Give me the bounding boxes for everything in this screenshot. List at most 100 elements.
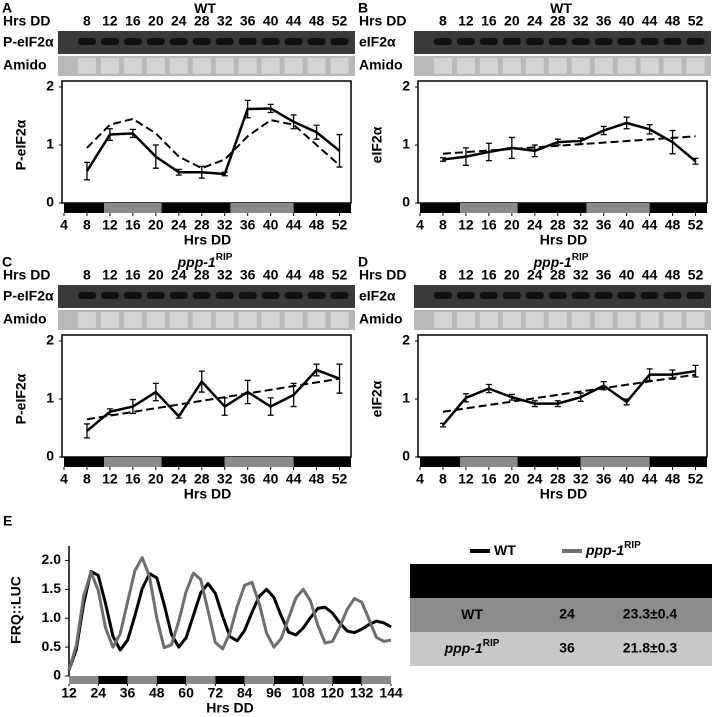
- x-tick-label: 44: [642, 217, 658, 233]
- blot-lane-label: 52: [332, 267, 348, 283]
- x-tick-label: 28: [550, 217, 566, 233]
- x-tick-label: 48: [309, 217, 325, 233]
- amido-band: [284, 58, 303, 74]
- day-bar-segment: [244, 676, 274, 684]
- blot-band: [77, 292, 96, 299]
- blot-band: [284, 38, 303, 45]
- blot-row-label: Amido: [359, 57, 403, 73]
- error-bar: [669, 129, 676, 155]
- day-bar-segment: [230, 203, 294, 213]
- error-bar: [508, 136, 515, 159]
- blot-band: [169, 292, 188, 299]
- blot-row-label: eIF2α: [359, 34, 396, 50]
- panel-letter: B: [358, 0, 368, 16]
- error-bar: [600, 380, 607, 391]
- blot-lane-label: 20: [504, 13, 520, 29]
- error-bar: [175, 168, 182, 176]
- table-row: [410, 632, 712, 666]
- error-bar: [508, 393, 515, 401]
- x-tick-label: 20: [148, 471, 164, 487]
- blot-lane-label: 12: [102, 267, 118, 283]
- blot-band: [571, 292, 590, 299]
- day-bar-segment: [104, 203, 162, 213]
- day-bar-segment: [580, 457, 650, 467]
- x-axis-label: Hrs DD: [206, 700, 253, 716]
- table-cell-main: ppp-1: [444, 640, 483, 656]
- blot-band: [146, 38, 165, 45]
- blot-lane-label: 12: [102, 13, 118, 29]
- error-bar: [462, 393, 469, 403]
- x-tick-label: 36: [120, 685, 136, 701]
- blot-lane-label: 16: [125, 13, 141, 29]
- amido-band: [100, 58, 119, 74]
- blot-band: [146, 292, 165, 299]
- table-cell: ppp-1RIP: [444, 638, 500, 656]
- x-tick-label: 16: [125, 471, 141, 487]
- error-bar: [485, 383, 492, 394]
- amido-band: [571, 312, 590, 328]
- day-bar-segment: [64, 457, 105, 467]
- blot-lane-label: 24: [171, 267, 187, 283]
- blot-lane-label: 48: [665, 13, 681, 29]
- blot-lane-label: 8: [83, 267, 91, 283]
- x-tick-label: 12: [102, 217, 118, 233]
- x-axis-label: Hrs DD: [184, 232, 231, 248]
- error-bar: [83, 423, 90, 439]
- day-bar-segment: [215, 676, 245, 684]
- x-tick-label: 8: [439, 217, 447, 233]
- x-tick-label: 48: [309, 471, 325, 487]
- blot-lane-label: 44: [286, 13, 302, 29]
- blot-band: [617, 38, 636, 45]
- data-line: [85, 107, 341, 176]
- blot-lane-label: 16: [481, 13, 497, 29]
- x-tick-label: 60: [178, 685, 194, 701]
- fit-line: [442, 135, 696, 155]
- blot-band: [686, 38, 705, 45]
- error-bar: [198, 370, 205, 393]
- blot-band: [525, 292, 544, 299]
- table-header-cell: FRQ::LUC: [438, 572, 506, 588]
- day-bar-segment: [649, 457, 707, 467]
- blot-band: [261, 38, 280, 45]
- amido-band: [525, 312, 544, 328]
- amido-band: [686, 312, 705, 328]
- panel-title-main: WT: [194, 0, 216, 16]
- y-tick-label: 0.5: [42, 638, 62, 654]
- blot-band: [456, 38, 475, 45]
- day-bar-segment: [517, 457, 581, 467]
- error-bar: [106, 128, 113, 142]
- blot-band: [307, 292, 326, 299]
- x-tick-label: 52: [332, 217, 348, 233]
- x-axis-label: Hrs DD: [540, 486, 587, 502]
- error-bar: [336, 133, 343, 168]
- blot-band: [169, 38, 188, 45]
- blot-lane-label: 36: [596, 267, 612, 283]
- x-tick-label: 32: [217, 217, 233, 233]
- blot-lane-label: 8: [439, 267, 447, 283]
- blot-lane-label: 36: [240, 267, 256, 283]
- day-bar-segment: [69, 676, 99, 684]
- panel-letter: E: [3, 513, 12, 529]
- y-tick-label: 2: [46, 332, 54, 348]
- x-tick-label: 48: [149, 685, 165, 701]
- error-bar: [439, 157, 446, 162]
- x-tick-label: 120: [321, 685, 345, 701]
- x-tick-label: 20: [504, 217, 520, 233]
- table-header-cell: Period: [628, 572, 672, 588]
- blot-band: [192, 292, 211, 299]
- blot-lane-label: 40: [619, 267, 635, 283]
- amido-band: [571, 58, 590, 74]
- x-tick-label: 36: [240, 217, 256, 233]
- x-tick-label: 8: [83, 217, 91, 233]
- blot-lane-label: 32: [573, 267, 589, 283]
- blot-band: [502, 38, 521, 45]
- day-bar-segment: [127, 676, 157, 684]
- data-line: [442, 369, 696, 426]
- blot-band: [433, 38, 452, 45]
- y-tick-label: 0: [53, 667, 61, 683]
- y-axis-label: eIF2α: [369, 126, 385, 163]
- error-bar: [554, 400, 561, 408]
- blot-lane-label: 20: [504, 267, 520, 283]
- amido-band: [548, 312, 567, 328]
